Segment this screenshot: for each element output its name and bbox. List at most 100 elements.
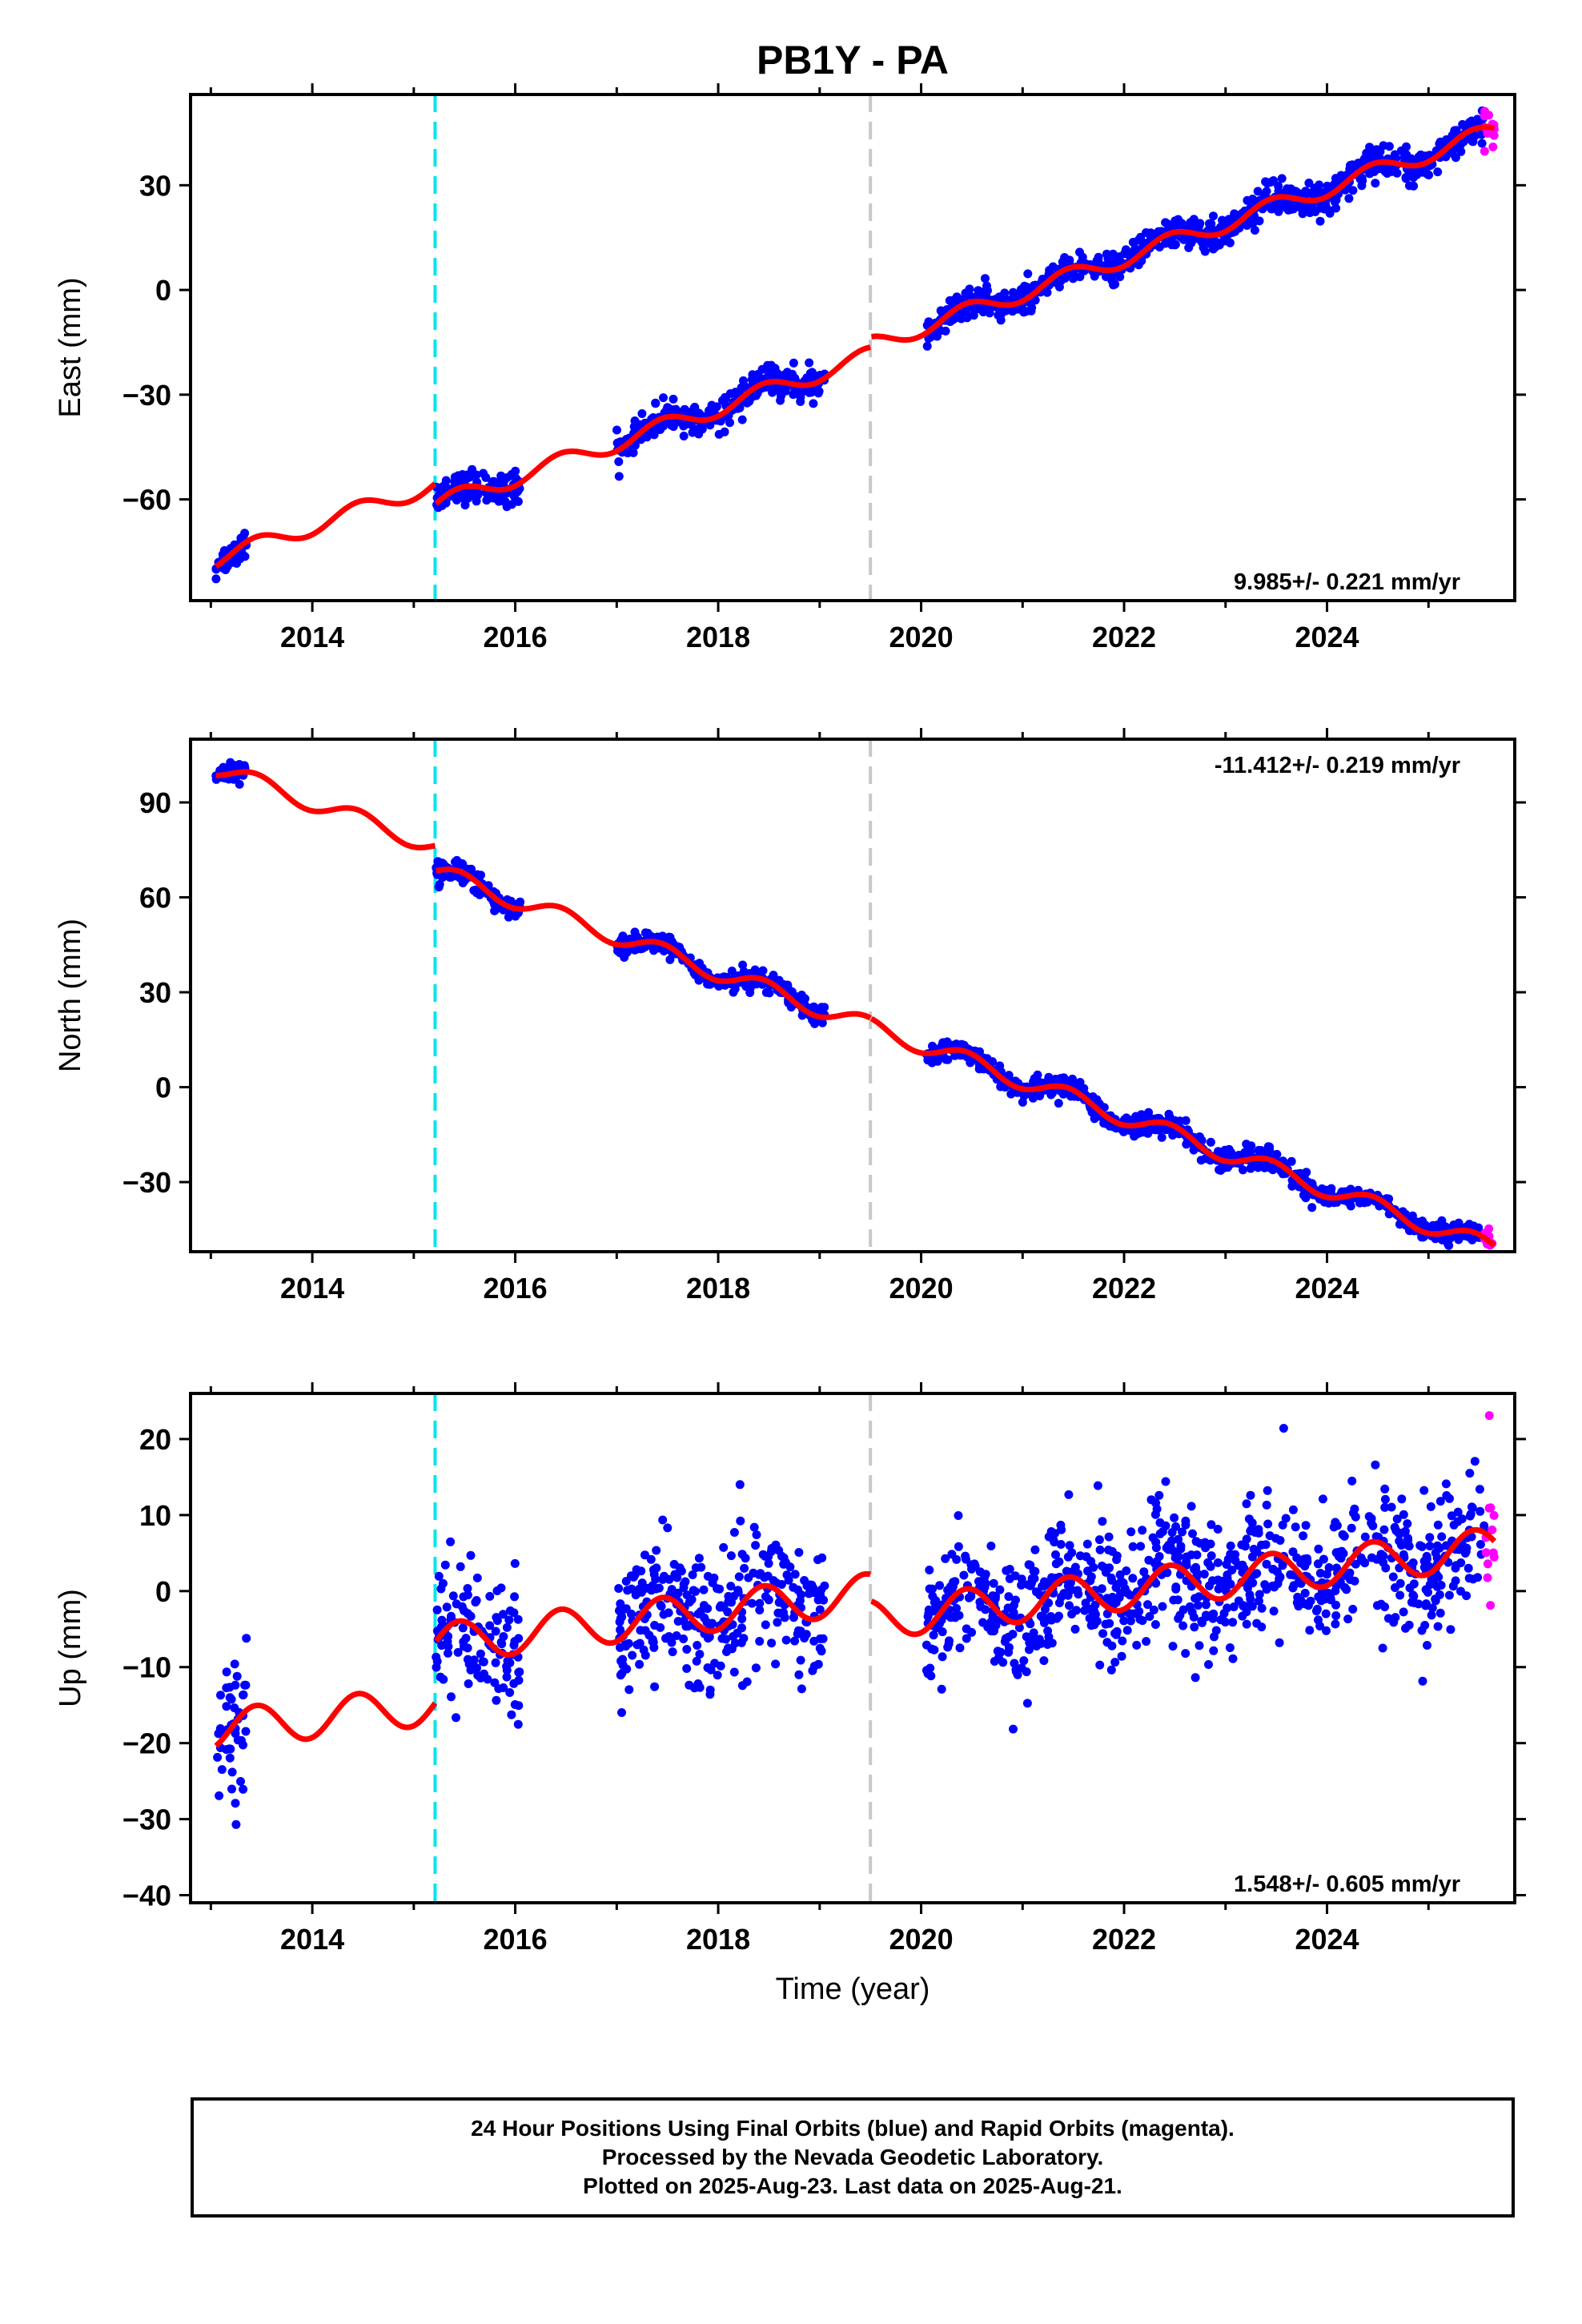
east-point: [1209, 244, 1218, 254]
north-point: [1029, 1077, 1038, 1087]
east-point: [659, 393, 668, 403]
up-point: [1027, 1633, 1037, 1642]
up-point: [1065, 1541, 1074, 1550]
up-point: [1342, 1585, 1351, 1594]
east-point: [1436, 139, 1446, 147]
north-point: [1395, 1220, 1404, 1229]
up-point: [1187, 1607, 1197, 1617]
up-point: [236, 1777, 245, 1786]
up-point: [1423, 1641, 1431, 1650]
east-point: [695, 424, 705, 433]
up-point: [1347, 1523, 1356, 1533]
up-point: [656, 1602, 666, 1611]
up-y-tick-label: −40: [122, 1880, 171, 1912]
up-point: [986, 1542, 996, 1550]
up-point: [682, 1645, 692, 1654]
east-point: [981, 274, 990, 283]
east-point: [768, 388, 777, 397]
north-model-curve: [215, 769, 1496, 1248]
up-point: [790, 1636, 800, 1646]
up-y-tick-label: 10: [139, 1499, 171, 1532]
east-point: [468, 464, 477, 474]
up-point: [1094, 1535, 1104, 1545]
east-point: [805, 373, 814, 383]
up-point: [616, 1599, 625, 1609]
up-point: [436, 1672, 445, 1682]
up-point: [1322, 1626, 1331, 1635]
up-point: [1301, 1521, 1311, 1530]
up-point: [1155, 1518, 1165, 1527]
up-point: [1460, 1549, 1470, 1558]
up-point: [1008, 1611, 1018, 1620]
east-point: [744, 397, 753, 406]
up-point: [1488, 1525, 1497, 1534]
up-point: [970, 1559, 979, 1569]
up-point: [1464, 1563, 1473, 1573]
up-point: [955, 1643, 965, 1653]
up-point: [1383, 1614, 1393, 1623]
up-point: [1419, 1562, 1429, 1572]
east-y-tick-label: −30: [122, 379, 171, 412]
up-point: [1134, 1606, 1144, 1616]
north-point: [1033, 1070, 1042, 1080]
up-point: [627, 1609, 636, 1618]
up-point: [1054, 1557, 1064, 1566]
up-point: [752, 1530, 761, 1539]
up-point: [673, 1573, 682, 1582]
up-point: [1331, 1619, 1340, 1629]
up-point: [1204, 1660, 1213, 1669]
up-point: [1423, 1587, 1432, 1597]
up-point: [1255, 1596, 1263, 1606]
up-point: [682, 1664, 692, 1673]
up-point: [476, 1649, 485, 1659]
up-point: [802, 1581, 812, 1590]
up-point: [502, 1622, 512, 1632]
up-point: [448, 1591, 458, 1601]
up-point: [1175, 1610, 1185, 1620]
up-point: [1489, 1510, 1499, 1520]
up-model-curve: [214, 1526, 1497, 1748]
up-point: [740, 1563, 749, 1573]
north-point: [1054, 1099, 1063, 1108]
up-final-orbit-points: [213, 1424, 1489, 1829]
north-point: [1216, 1166, 1226, 1175]
east-x-tick-label: 2024: [1295, 621, 1359, 653]
up-point: [1445, 1494, 1454, 1503]
east-model-curve: [214, 124, 1496, 569]
up-point: [1420, 1621, 1430, 1630]
east-point: [498, 476, 508, 486]
east-point: [1301, 187, 1311, 196]
up-point: [1114, 1593, 1124, 1602]
up-point: [1457, 1514, 1467, 1524]
up-velocity-label: 1.548+/- 0.605 mm/yr: [1234, 1872, 1460, 1897]
up-point: [1395, 1578, 1405, 1588]
up-point: [938, 1652, 947, 1662]
east-point: [1126, 250, 1135, 259]
up-point: [710, 1659, 720, 1668]
up-point: [1178, 1621, 1188, 1630]
up-point: [463, 1584, 472, 1593]
up-point: [954, 1542, 963, 1551]
up-point: [1263, 1519, 1273, 1529]
north-point: [1256, 1146, 1266, 1155]
up-point: [1014, 1623, 1024, 1632]
up-point: [1095, 1545, 1105, 1554]
up-point: [1371, 1532, 1381, 1542]
up-point: [1197, 1616, 1207, 1626]
up-point: [668, 1647, 677, 1657]
up-point: [442, 1602, 452, 1612]
up-point: [1150, 1620, 1160, 1629]
up-point: [1300, 1588, 1310, 1598]
up-point: [472, 1573, 482, 1582]
up-point: [1275, 1536, 1285, 1545]
up-point: [230, 1659, 239, 1669]
north-point: [435, 859, 444, 869]
up-point: [1128, 1542, 1138, 1551]
up-point: [1170, 1513, 1179, 1522]
up-point: [961, 1551, 970, 1561]
up-point: [504, 1615, 514, 1625]
up-point: [1226, 1541, 1235, 1550]
east-plot-frame: [189, 93, 1516, 602]
up-point: [1238, 1611, 1247, 1621]
east-point: [1020, 281, 1030, 291]
